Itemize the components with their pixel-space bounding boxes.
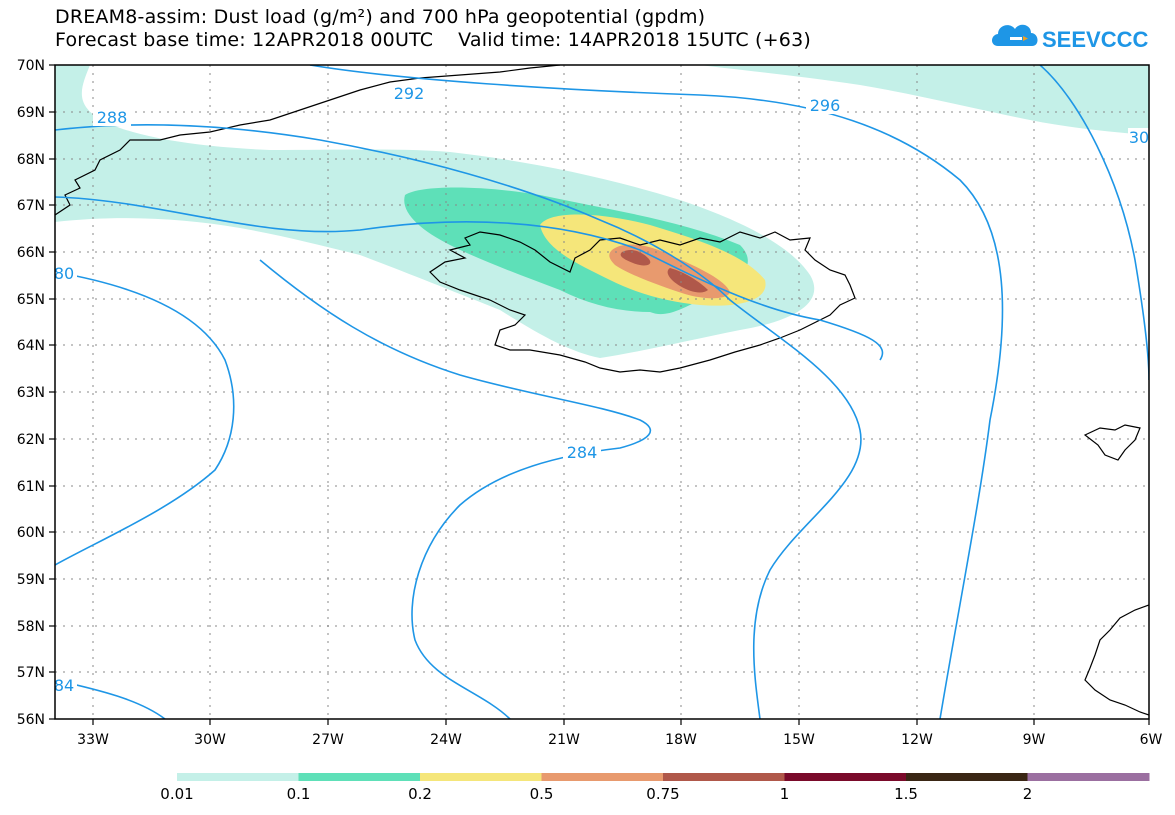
contour-296 [309, 65, 1004, 719]
coastline-scotland [1084, 604, 1149, 716]
map-title: DREAM8-assim: Dust load (g/m²) and 700 h… [55, 6, 706, 28]
lat-label: 62N [17, 432, 45, 448]
lat-label: 67N [17, 198, 45, 214]
contour-label-284: 284 [567, 443, 598, 462]
lat-label: 65N [17, 292, 45, 308]
colorbar-swatch [663, 773, 785, 781]
contour-280 [55, 271, 235, 566]
contour-label-292: 292 [394, 84, 425, 103]
lon-label: 6W [1140, 732, 1163, 748]
lon-label: 21W [548, 732, 580, 748]
contour-label-84: 84 [54, 676, 74, 695]
cloud-logo-icon: SEEVCCC [992, 24, 1148, 52]
lon-label: 24W [430, 732, 462, 748]
lon-label: 30W [194, 732, 226, 748]
contour-label-288: 288 [97, 108, 128, 127]
colorbar-label: 0.5 [529, 785, 554, 803]
lat-label: 59N [17, 572, 45, 588]
lat-label: 61N [17, 479, 45, 495]
lat-label: 64N [17, 338, 45, 354]
lon-label: 12W [901, 732, 933, 748]
dust-shade-0.01-north [700, 65, 1149, 135]
colorbar-swatch [541, 773, 664, 781]
geopotential-contours [55, 65, 1149, 719]
lon-label: 18W [665, 732, 697, 748]
lat-label: 70N [17, 58, 45, 74]
contour-292 [55, 196, 884, 361]
colorbar-label: 1 [779, 785, 790, 803]
axis-ticks [49, 64, 1150, 725]
map-gridlines [55, 65, 1149, 719]
lon-label: 27W [312, 732, 344, 748]
contour-label-80: 80 [54, 264, 74, 283]
colorbar-swatch [298, 773, 421, 781]
dust-shade-0.75b [667, 268, 708, 293]
lat-label: 63N [17, 385, 45, 401]
lon-label: 15W [783, 732, 815, 748]
colorbar-swatch [177, 773, 299, 781]
contour-label-30: 30 [1129, 128, 1149, 147]
lat-label: 66N [17, 245, 45, 261]
lat-label: 68N [17, 152, 45, 168]
lon-label: 9W [1023, 732, 1046, 748]
lat-label: 57N [17, 665, 45, 681]
lon-label: 33W [77, 732, 109, 748]
colorbar-label: 2 [1022, 785, 1033, 803]
contour-labels: 292 296 288 80 284 84 30 [54, 84, 1149, 695]
lat-label: 60N [17, 525, 45, 541]
contour-300 [1039, 65, 1149, 381]
coastline-greenland [55, 65, 561, 216]
colorbar-swatch [906, 773, 1028, 781]
seevccc-logo: SEEVCCC [990, 16, 1150, 56]
colorbar-label: 1.5 [894, 785, 918, 803]
colorbar-swatch [420, 773, 542, 781]
latitude-labels: 70N 69N 68N 67N 66N 65N 64N 63N 62N 61N … [17, 58, 45, 728]
colorbar-label: 0.01 [160, 785, 194, 803]
lat-label: 58N [17, 619, 45, 635]
contour-label-296: 296 [810, 96, 841, 115]
colorbar-swatch [1027, 773, 1150, 781]
colorbar [177, 773, 1150, 781]
lat-label: 69N [17, 105, 45, 121]
colorbar-swatch [784, 773, 907, 781]
colorbar-label: 0.2 [408, 785, 432, 803]
coastline-faroe [1083, 424, 1141, 461]
contour-288 [55, 123, 862, 719]
coastline-iceland [429, 231, 856, 373]
longitude-labels: 33W 30W 27W 24W 21W 18W 15W 12W 9W 6W [77, 732, 1162, 748]
colorbar-label: 0.75 [646, 785, 680, 803]
contour-284 [259, 259, 652, 719]
dust-shade-0.75 [620, 249, 651, 266]
coastlines [55, 65, 1149, 716]
map-subtitle-times: Forecast base time: 12APR2018 00UTC Vali… [55, 29, 811, 51]
colorbar-label: 0.1 [286, 785, 311, 803]
logo-text: SEEVCCC [1042, 27, 1148, 52]
lat-label: 56N [17, 712, 45, 728]
